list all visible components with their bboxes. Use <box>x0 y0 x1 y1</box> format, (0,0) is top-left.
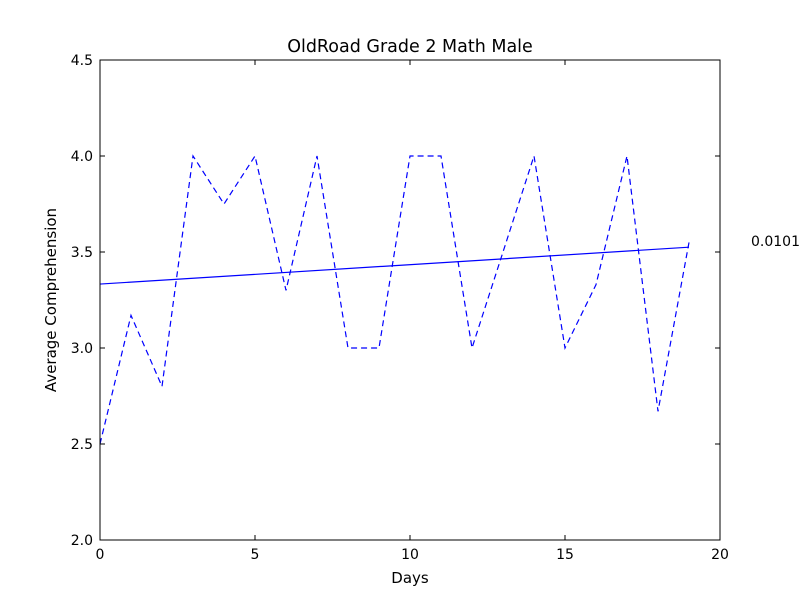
chart-title: OldRoad Grade 2 Math Male <box>287 37 533 57</box>
data-series-line <box>99 154 690 445</box>
y-tick-label: 2.5 <box>71 437 93 453</box>
x-axis-label: Days <box>391 569 429 587</box>
plot-area: 0 5 10 15 20 2.0 2.5 3.0 3.5 4.0 4.5 <box>71 53 729 563</box>
slope-annotation: 0.0101 <box>751 234 800 250</box>
x-tick-label: 5 <box>251 547 260 563</box>
y-tick-label: 3.5 <box>71 245 93 261</box>
trend-line <box>99 246 690 285</box>
x-tick-label: 10 <box>401 547 419 563</box>
x-tick-label: 0 <box>96 547 105 563</box>
y-tick-label: 4.5 <box>71 53 93 69</box>
y-tick-label: 2.0 <box>71 533 93 549</box>
y-tick-label: 3.0 <box>71 341 93 357</box>
x-tick-label: 15 <box>556 547 574 563</box>
y-axis-label: Average Comprehension <box>42 208 60 392</box>
y-tick-label: 4.0 <box>71 149 93 165</box>
x-tick-label: 20 <box>711 547 729 563</box>
